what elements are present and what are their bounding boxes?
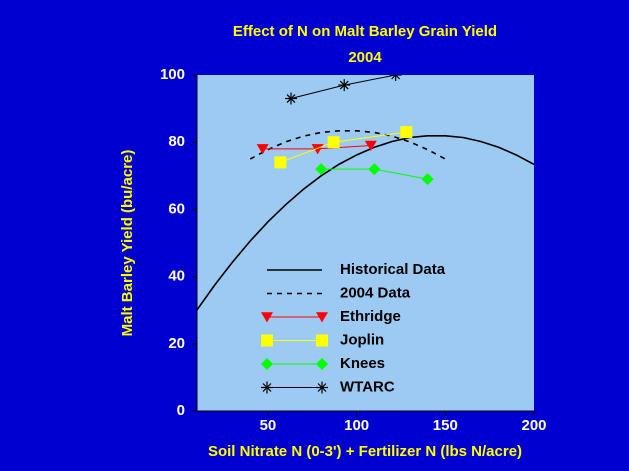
marker: [400, 126, 413, 139]
legend-marker: [261, 358, 273, 370]
legend-label: Historical Data: [340, 261, 446, 278]
y-tick-label: 40: [168, 268, 185, 285]
marker: [368, 163, 381, 176]
series-line: [197, 135, 534, 311]
x-tick-label: 150: [433, 417, 458, 434]
x-tick-label: 50: [260, 417, 277, 434]
y-tick-label: 20: [168, 335, 185, 352]
legend-marker: [261, 381, 273, 394]
legend-label: 2004 Data: [340, 284, 411, 301]
marker: [256, 144, 269, 155]
chart-subtitle: 2004: [348, 49, 382, 66]
x-tick-label: 100: [344, 417, 369, 434]
y-tick-label: 60: [168, 200, 185, 217]
marker: [285, 92, 298, 105]
plot: [197, 75, 534, 311]
chart-title: Effect of N on Malt Barley Grain Yield: [233, 23, 497, 40]
legend-label: Ethridge: [340, 308, 401, 325]
marker: [364, 140, 377, 151]
marker: [421, 173, 434, 186]
legend-label: Joplin: [340, 331, 384, 348]
marker: [274, 156, 287, 169]
x-tick-label: 200: [521, 417, 546, 434]
legend-label: Knees: [340, 355, 385, 372]
legend-label: WTARC: [340, 378, 395, 395]
legend-marker: [261, 312, 273, 323]
marker: [338, 79, 351, 92]
series-line: [249, 129, 446, 160]
legend-marker: [316, 334, 328, 347]
x-axis-label: Soil Nitrate N (0-3') + Fertilizer N (lb…: [208, 443, 522, 460]
legend-marker: [316, 312, 328, 323]
legend-marker: [316, 358, 328, 370]
legend-marker: [316, 381, 328, 394]
y-axis-label: Malt Barley Yield (bu/acre): [119, 150, 136, 337]
y-tick-label: 0: [177, 402, 185, 419]
legend-marker: [261, 334, 273, 347]
marker: [315, 163, 328, 176]
marker: [327, 136, 340, 149]
y-tick-label: 80: [168, 133, 185, 150]
y-tick-label: 100: [160, 66, 185, 83]
